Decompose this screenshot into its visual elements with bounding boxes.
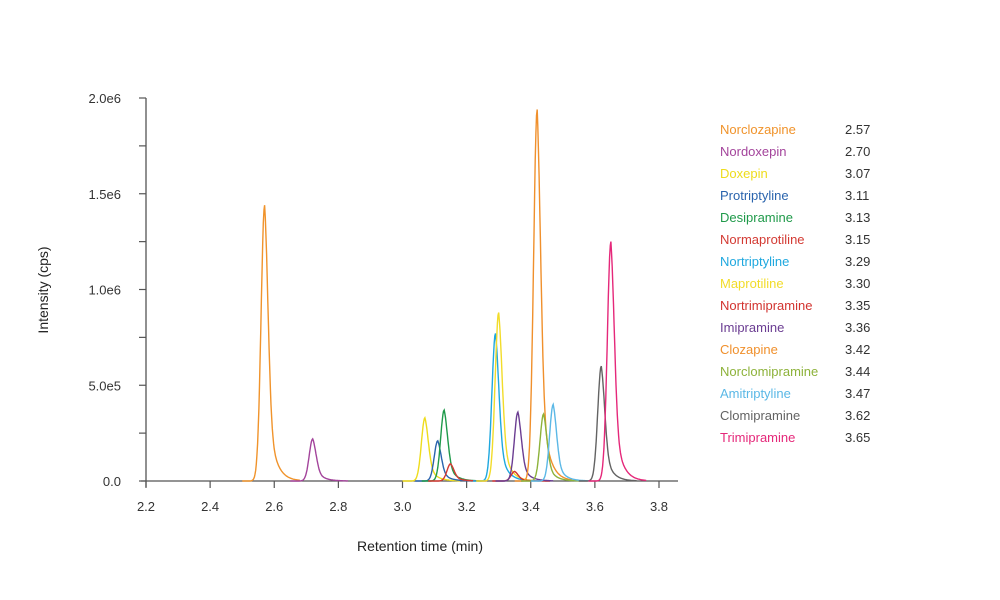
legend-entry: Maprotiline 3.30 [720, 276, 870, 298]
x-axis-title: Retention time (min) [357, 538, 483, 554]
legend-retention-time: 3.42 [845, 342, 871, 357]
legend-retention-time: 3.36 [845, 320, 871, 335]
legend-name: Trimipramine [720, 430, 796, 445]
series-maprotiline-line [476, 312, 534, 482]
series-norclomipramine-line [521, 412, 579, 482]
legend-name: Amitriptyline [720, 386, 791, 401]
legend: Norclozapine 2.57 Nordoxepin 2.70 Doxepin 3.0… [720, 122, 870, 452]
legend-name: Doxepin [720, 166, 768, 181]
legend-entry: Imipramine 3.36 [720, 320, 870, 342]
legend-entry: Norclomipramine 3.44 [720, 364, 870, 386]
legend-retention-time: 3.47 [845, 386, 871, 401]
legend-name: Nortrimipramine [720, 298, 813, 313]
x-tick-label: 2.6 [265, 499, 283, 514]
x-tick-label: 3.2 [458, 499, 476, 514]
legend-name: Desipramine [720, 210, 793, 225]
series-clozapine-line [514, 109, 573, 482]
x-tick-label: 3.4 [522, 499, 540, 514]
legend-name: Nortriptyline [720, 254, 790, 269]
x-tick-label: 2.4 [201, 499, 219, 514]
legend-retention-time: 2.70 [845, 144, 871, 159]
x-tick-label: 3.8 [650, 499, 668, 514]
legend-entry: Amitriptyline 3.47 [720, 386, 870, 408]
legend-entry: Nordoxepin 2.70 [720, 144, 870, 166]
legend-entry: Desipramine 3.13 [720, 210, 870, 232]
legend-name: Normaprotiline [720, 232, 805, 247]
legend-entry: Protriptyline 3.11 [720, 188, 870, 210]
legend-entry: Doxepin 3.07 [720, 166, 870, 188]
series-amitriptyline-line [530, 402, 589, 482]
legend-entry: Norclozapine 2.57 [720, 122, 870, 144]
legend-name: Nordoxepin [720, 144, 787, 159]
legend-retention-time: 2.57 [845, 122, 871, 137]
legend-retention-time: 3.35 [845, 298, 871, 313]
legend-retention-time: 3.11 [845, 188, 870, 203]
legend-entry: Clomipramine 3.62 [720, 408, 870, 430]
legend-retention-time: 3.29 [845, 254, 871, 269]
legend-retention-time: 3.13 [845, 210, 871, 225]
x-tick-label: 2.2 [137, 499, 155, 514]
legend-entry: Nortriptyline 3.29 [720, 254, 870, 276]
legend-entry: Trimipramine 3.65 [720, 430, 870, 452]
legend-name: Norclomipramine [720, 364, 819, 379]
series-desipramine-line [421, 408, 480, 482]
legend-entry: Normaprotiline 3.15 [720, 232, 870, 254]
legend-retention-time: 3.15 [845, 232, 871, 247]
x-tick-label: 3.6 [586, 499, 604, 514]
series-clomipramine-line [578, 365, 637, 482]
legend-name: Clomipramine [720, 408, 801, 423]
x-tick-label: 3.0 [393, 499, 411, 514]
legend-name: Norclozapine [720, 122, 796, 137]
series-trimipramine-line [588, 241, 647, 482]
series-imipramine-line [495, 410, 554, 482]
series-nordoxepin-line [290, 437, 348, 482]
legend-entry: Clozapine 3.42 [720, 342, 870, 364]
series-protriptyline-line [415, 439, 473, 482]
series-norclozapine-line [242, 205, 301, 482]
y-tick-label: 5.0e5 [88, 378, 121, 393]
legend-name: Maprotiline [720, 276, 784, 291]
legend-retention-time: 3.07 [845, 166, 871, 181]
legend-retention-time: 3.62 [845, 408, 871, 423]
legend-name: Clozapine [720, 342, 778, 357]
series-doxepin-line [402, 415, 461, 482]
y-tick-label: 1.0e6 [88, 283, 121, 298]
x-tick-label: 2.8 [329, 499, 347, 514]
legend-entry: Nortrimipramine 3.35 [720, 298, 870, 320]
y-tick-label: 1.5e6 [88, 187, 121, 202]
y-axis-title: Intensity (cps) [35, 246, 51, 333]
y-tick-label: 2.0e6 [88, 91, 121, 106]
legend-retention-time: 3.30 [845, 276, 871, 291]
legend-retention-time: 3.44 [845, 364, 871, 379]
legend-name: Imipramine [720, 320, 785, 335]
y-tick-label: 0.0 [103, 474, 121, 489]
legend-retention-time: 3.65 [845, 430, 871, 445]
legend-name: Protriptyline [720, 188, 789, 203]
